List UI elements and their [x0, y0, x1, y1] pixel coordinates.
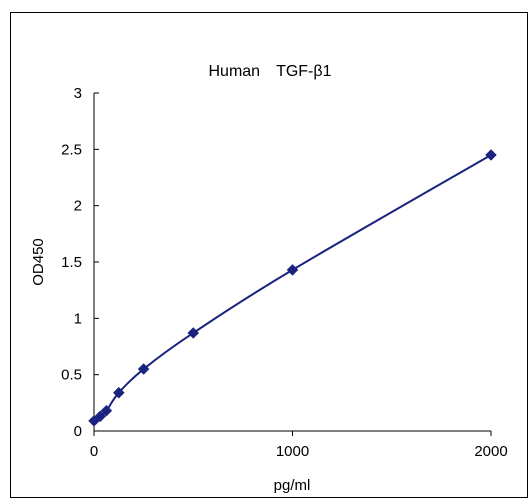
x-tick-label: 2000: [474, 443, 507, 460]
data-points-layer: [88, 149, 497, 427]
data-point: [94, 410, 107, 423]
y-tick-label: 3: [74, 85, 82, 102]
x-axis-label: pg/ml: [274, 477, 311, 494]
axes: 0 0.5 1 1.5 2 2.5 3 0 1000 2000: [61, 85, 508, 460]
fit-curve-layer: [93, 154, 492, 422]
data-point: [286, 264, 299, 276]
y-tick-label: 0: [74, 423, 82, 440]
data-point: [112, 386, 125, 399]
y-axis-label: OD450: [30, 238, 47, 286]
y-tick-label: 2: [74, 198, 82, 215]
y-tick-label: 1.5: [61, 254, 82, 271]
data-point: [137, 363, 150, 375]
y-tick-label: 0.5: [61, 367, 82, 384]
chart-title: Human TGF-β1: [208, 63, 331, 80]
y-tick-label: 2.5: [61, 141, 82, 158]
data-point: [100, 404, 113, 417]
y-tick-label: 1: [74, 310, 82, 327]
data-point: [485, 149, 497, 161]
data-point: [187, 327, 200, 339]
x-tick-label: 0: [90, 443, 98, 460]
x-tick-label: 1000: [276, 443, 309, 460]
fit-curve: [93, 154, 492, 422]
